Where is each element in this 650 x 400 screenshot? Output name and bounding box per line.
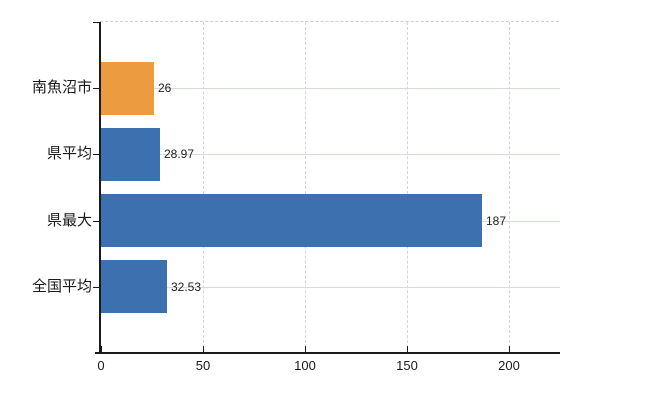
gridline-horizontal bbox=[101, 154, 560, 156]
category-label: 全国平均 bbox=[31, 277, 92, 295]
plot-top-border bbox=[100, 21, 559, 22]
category-label: 県最大 bbox=[46, 211, 92, 229]
x-tick-label: 50 bbox=[195, 358, 211, 373]
gridline-vertical bbox=[407, 22, 408, 353]
y-axis-tick bbox=[93, 286, 100, 288]
gridline-vertical bbox=[203, 22, 204, 353]
bar-value-label: 32.53 bbox=[171, 279, 202, 294]
category-label: 県平均 bbox=[46, 145, 92, 163]
x-axis-tick bbox=[305, 346, 306, 352]
gridline-vertical bbox=[509, 22, 510, 353]
gridline-horizontal bbox=[101, 88, 560, 90]
bar-value-label: 26 bbox=[158, 81, 172, 96]
x-axis-tick bbox=[407, 346, 408, 352]
bar-4 bbox=[101, 260, 167, 314]
x-axis-tick bbox=[509, 346, 510, 352]
x-axis bbox=[95, 352, 560, 354]
gridline-vertical bbox=[305, 22, 306, 353]
bar-2 bbox=[101, 127, 160, 181]
y-axis-tick bbox=[93, 88, 100, 90]
y-axis-tick bbox=[93, 220, 100, 222]
bar-value-label: 28.97 bbox=[164, 147, 195, 162]
x-tick-label: 150 bbox=[396, 358, 418, 373]
y-axis bbox=[99, 22, 101, 354]
x-axis-tick bbox=[203, 346, 204, 352]
x-tick-label: 0 bbox=[97, 358, 105, 373]
y-axis-end-tick bbox=[93, 22, 100, 23]
bar-value-label: 187 bbox=[486, 213, 507, 228]
x-tick-label: 100 bbox=[294, 358, 316, 373]
category-label: 南魚沼市 bbox=[31, 79, 92, 97]
y-axis-tick bbox=[93, 154, 100, 156]
bar-1 bbox=[101, 61, 154, 115]
x-tick-label: 200 bbox=[498, 358, 520, 373]
gridline-horizontal bbox=[101, 286, 560, 288]
bar-3 bbox=[101, 194, 482, 248]
x-axis-tick bbox=[101, 346, 102, 352]
